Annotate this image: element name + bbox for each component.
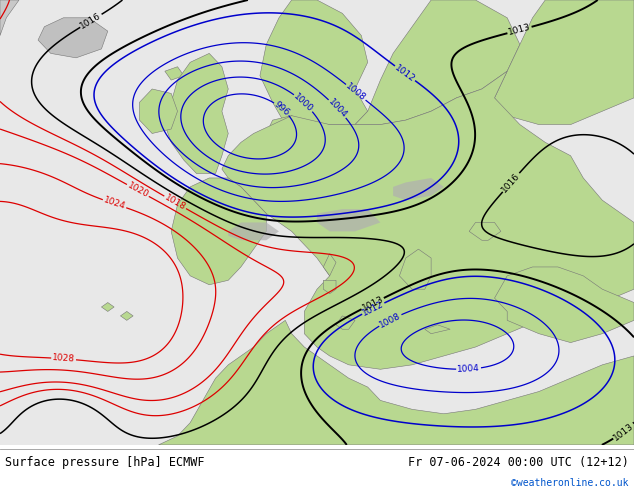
Text: 1004: 1004 <box>327 97 349 120</box>
Text: 1008: 1008 <box>344 81 368 103</box>
Polygon shape <box>228 222 279 240</box>
Polygon shape <box>38 18 108 58</box>
Polygon shape <box>399 249 431 289</box>
Text: 1028: 1028 <box>52 353 75 364</box>
Text: 1012: 1012 <box>361 299 385 318</box>
Polygon shape <box>425 325 450 334</box>
Polygon shape <box>317 209 380 231</box>
Text: 1013: 1013 <box>612 421 634 442</box>
Polygon shape <box>165 53 228 173</box>
Polygon shape <box>0 0 19 36</box>
Text: 1016: 1016 <box>500 171 522 194</box>
Polygon shape <box>158 320 634 445</box>
Polygon shape <box>393 178 444 200</box>
Text: Fr 07-06-2024 00:00 UTC (12+12): Fr 07-06-2024 00:00 UTC (12+12) <box>408 457 629 469</box>
Text: ©weatheronline.co.uk: ©weatheronline.co.uk <box>512 478 629 488</box>
Text: 996: 996 <box>273 99 292 118</box>
Polygon shape <box>323 254 336 276</box>
Polygon shape <box>165 67 184 80</box>
Text: 1004: 1004 <box>457 364 481 374</box>
Polygon shape <box>336 316 355 329</box>
Polygon shape <box>323 280 336 294</box>
Polygon shape <box>171 178 266 285</box>
Polygon shape <box>120 312 133 320</box>
Text: 1020: 1020 <box>126 181 150 200</box>
Polygon shape <box>469 222 501 240</box>
Text: Surface pressure [hPa] ECMWF: Surface pressure [hPa] ECMWF <box>5 457 205 469</box>
Polygon shape <box>495 267 634 343</box>
Polygon shape <box>355 0 520 124</box>
Text: 1008: 1008 <box>378 311 403 329</box>
Text: 1024: 1024 <box>102 196 127 212</box>
Polygon shape <box>222 71 634 369</box>
Text: 1000: 1000 <box>292 92 315 114</box>
Text: 1016: 1016 <box>79 11 103 31</box>
Polygon shape <box>495 0 634 124</box>
Polygon shape <box>260 0 368 124</box>
Polygon shape <box>139 89 178 133</box>
Polygon shape <box>101 302 114 312</box>
Text: 1018: 1018 <box>163 193 188 212</box>
Text: 1012: 1012 <box>393 63 417 84</box>
Text: 1013: 1013 <box>360 294 385 313</box>
Polygon shape <box>266 116 304 143</box>
Text: 1013: 1013 <box>507 23 532 37</box>
